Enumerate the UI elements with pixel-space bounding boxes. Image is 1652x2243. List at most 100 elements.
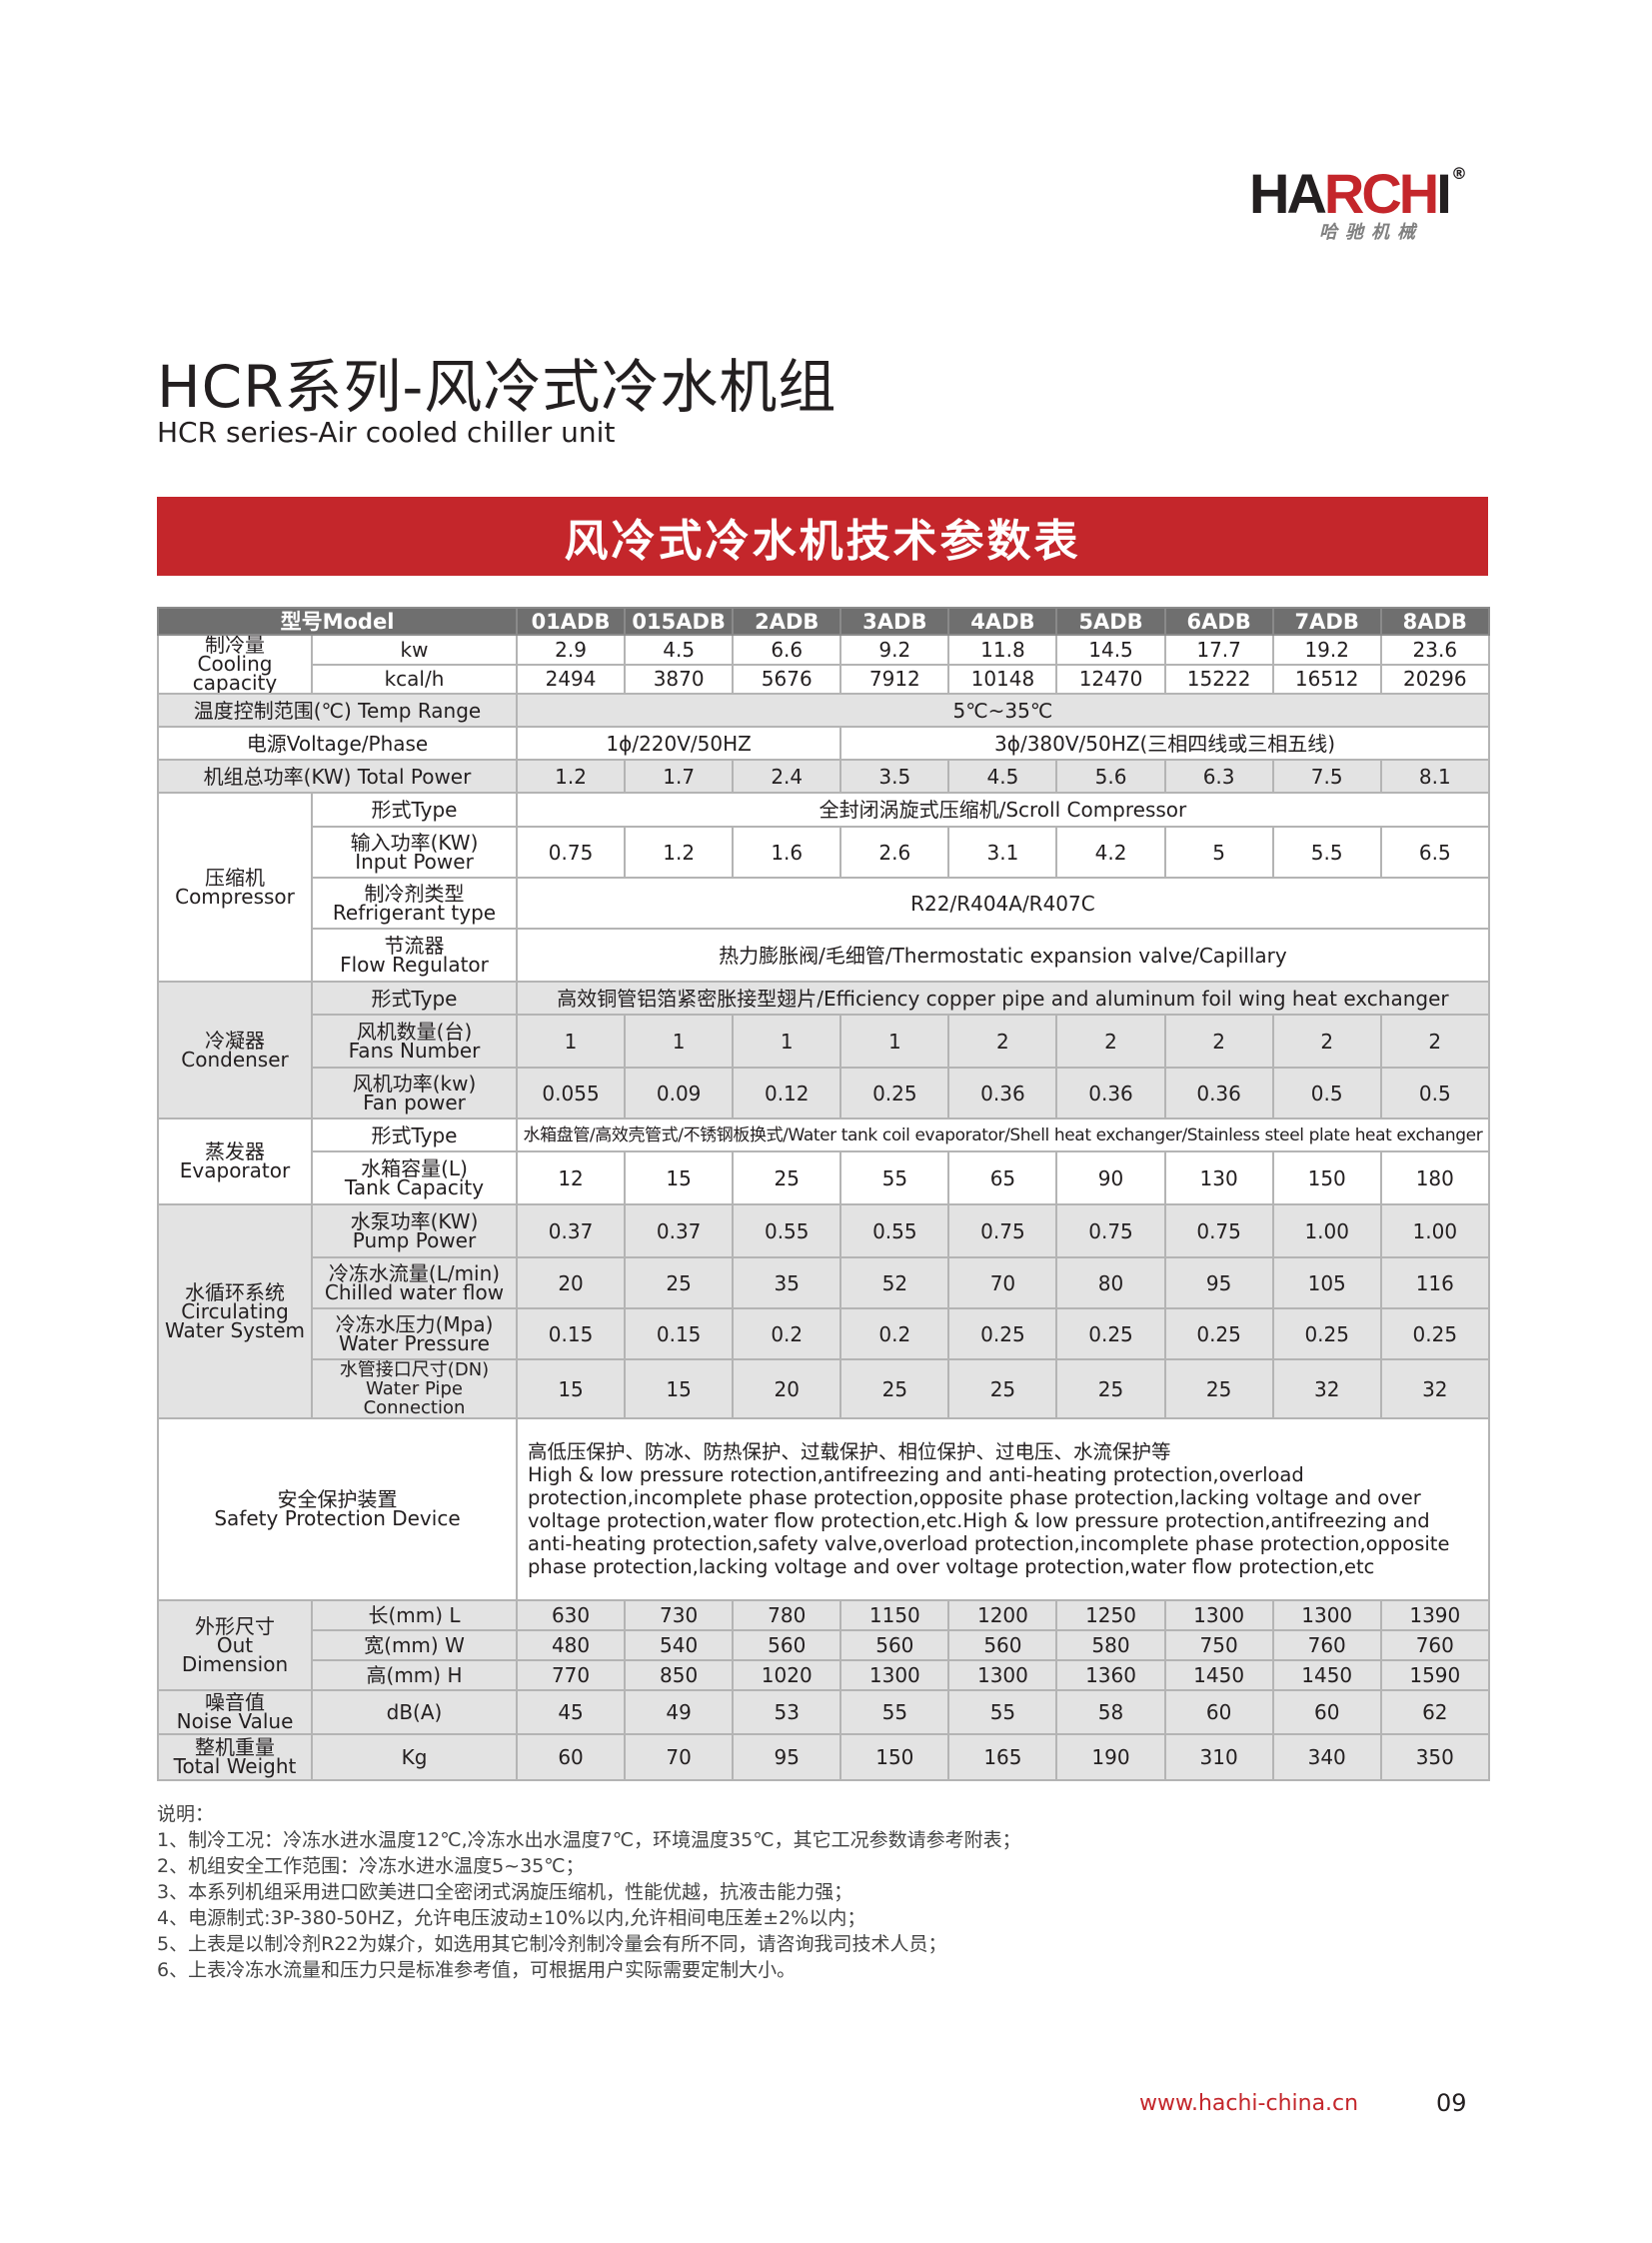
- logo-text: I: [1436, 162, 1451, 225]
- table-row: 冷冻水流量(L/min) Chilled water flow 20 25 35 52 70…: [158, 1256, 1490, 1309]
- fans-number-label: 风机数量(台) Fans Number: [311, 1014, 518, 1069]
- weight-cell: 340: [1271, 1733, 1382, 1781]
- evaporator-type-label: 形式Type: [311, 1118, 518, 1152]
- condenser-label-line: Condenser: [181, 1047, 289, 1072]
- voltage-single-phase: 1ϕ/220V/50HZ: [515, 726, 842, 761]
- tank-capacity-cell: 25: [732, 1150, 842, 1205]
- safety-device-text-line: 高低压保护、防冰、防热保护、过载保护、相位保护、过电压、水流保护等: [528, 1440, 1171, 1463]
- length-cell: 1300: [1271, 1599, 1382, 1631]
- width-label: 宽(mm) W: [311, 1629, 518, 1661]
- fan-power-label-line: 风机功率(kw): [352, 1071, 477, 1096]
- noise-label: 噪音值 Noise Value: [157, 1689, 313, 1735]
- tank-capacity-cell: 55: [839, 1150, 950, 1205]
- dimension-label: 外形尺寸 Out Dimension: [157, 1599, 313, 1691]
- logo-text: HA: [1249, 162, 1327, 225]
- water-system-label-line: 水循环系统: [185, 1279, 285, 1304]
- noise-label-line: 噪音值: [205, 1690, 265, 1714]
- length-cell: 1200: [947, 1599, 1058, 1631]
- condenser-label: 冷凝器 Condenser: [157, 981, 313, 1120]
- length-cell: 1250: [1055, 1599, 1166, 1631]
- total-power-label: 机组总功率(KW) Total Power: [157, 759, 518, 794]
- chilled-flow-label-line: 冷冻水流量(L/min): [328, 1260, 501, 1285]
- pipe-connection-cell: 20: [732, 1358, 842, 1419]
- noise-unit: dB(A): [311, 1689, 518, 1735]
- pipe-connection-cell: 25: [947, 1358, 1058, 1419]
- input-power-cell: 5: [1163, 826, 1274, 879]
- cooling-kw-cell: 23.6: [1379, 634, 1490, 666]
- noise-cell: 60: [1163, 1689, 1274, 1735]
- total-power-cell: 8.1: [1379, 759, 1490, 794]
- water-pressure-label-line: Water Pressure: [339, 1330, 490, 1355]
- safety-device-text-line: High & low pressure rotection,antifreezi…: [528, 1463, 1450, 1578]
- table-row: 温度控制范围(℃) Temp Range 5℃~35℃: [157, 693, 1490, 728]
- length-cell: 1390: [1379, 1599, 1490, 1631]
- cooling-kcal-cell: 5676: [732, 663, 842, 695]
- total-power-cell: 6.3: [1163, 759, 1274, 794]
- height-cell: 1450: [1271, 1659, 1382, 1691]
- water-pressure-cell: 0.25: [1271, 1307, 1382, 1360]
- water-pressure-label: 冷冻水压力(Mpa) Water Pressure: [311, 1307, 518, 1360]
- chilled-flow-cell: 25: [624, 1256, 735, 1309]
- cooling-capacity-label: 制冷量 Cooling capacity: [157, 634, 313, 695]
- length-cell: 1150: [839, 1599, 950, 1631]
- refrigerant-label-line: 制冷剂类型: [364, 881, 465, 906]
- noise-cell: 55: [947, 1689, 1058, 1735]
- website-link[interactable]: www.hachi-china.cn: [1139, 2091, 1359, 2116]
- pump-power-label-line: Pump Power: [352, 1227, 477, 1252]
- tank-capacity-cell: 12: [515, 1150, 627, 1205]
- refrigerant-label: 制冷剂类型 Refrigerant type: [311, 877, 518, 930]
- harchi-logo: HARCHI ® 哈驰机械: [1249, 164, 1469, 243]
- note-item: 3、本系列机组采用进口欧美进口全密闭式涡旋压缩机，性能优越，抗液击能力强；: [157, 1881, 853, 1903]
- flow-regulator-label-line: 节流器: [384, 933, 445, 958]
- fan-power-cell: 0.09: [624, 1067, 735, 1120]
- table-row: 水循环系统 Circulating Water System 水泵功率(KW) Pump…: [157, 1203, 1490, 1419]
- table-row: 电源Voltage/Phase 1ϕ/220V/50HZ 3ϕ/380V/50HZ(…: [157, 726, 1490, 761]
- total-power-cell: 1.7: [624, 759, 735, 794]
- water-pressure-cell: 0.15: [515, 1307, 627, 1360]
- width-cell: 760: [1379, 1629, 1490, 1661]
- dimension-label-line: Out Dimension: [181, 1632, 289, 1676]
- fans-number-cell: 1: [839, 1014, 950, 1069]
- weight-cell: 95: [732, 1733, 842, 1781]
- safety-device-text: 高低压保护、防冰、防热保护、过载保护、相位保护、过电压、水流保护等 High & …: [516, 1417, 1490, 1601]
- fans-number-cell: 1: [515, 1014, 627, 1069]
- weight-cell: 70: [624, 1733, 735, 1781]
- fans-number-cell: 2: [1163, 1014, 1274, 1069]
- refrigerant-value: R22/R404A/R407C: [516, 877, 1490, 930]
- fan-power-cell: 0.12: [732, 1067, 842, 1120]
- chilled-flow-label-line: Chilled water flow: [324, 1279, 505, 1304]
- cooling-capacity-label-line: Cooling capacity: [192, 652, 278, 694]
- note-item: 4、电源制式:3P-380-50HZ，允许电压波动±10%以内,允许相间电压差±…: [157, 1907, 866, 1929]
- notes: 说明： 1、制冷工况：冷冻水进水温度12℃,冷冻水出水温度7℃，环境温度35℃，…: [157, 1801, 1021, 1983]
- tank-capacity-cell: 15: [624, 1150, 735, 1205]
- flow-regulator-value: 热力膨胀阀/毛细管/Thermostatic expansion valve/C…: [516, 928, 1490, 983]
- tank-capacity-label: 水箱容量(L) Tank Capacity: [311, 1150, 518, 1205]
- pump-power-cell: 0.75: [1055, 1203, 1166, 1258]
- height-cell: 1300: [947, 1659, 1058, 1691]
- pipe-connection-cell: 25: [1163, 1358, 1274, 1419]
- weight-cell: 310: [1163, 1733, 1274, 1781]
- pipe-connection-cell: 25: [1055, 1358, 1166, 1419]
- logo-chinese: 哈驰机械: [1319, 222, 1423, 243]
- input-power-label-line: Input Power: [355, 849, 474, 874]
- table-row: 制冷量 Cooling capacity kw 2.9 4.5 6.6 9.2 11.8 14.…: [157, 634, 1490, 695]
- pump-power-cell: 1.00: [1271, 1203, 1382, 1258]
- cooling-kcal-cell: 15222: [1163, 663, 1274, 695]
- cooling-kw-cell: 6.6: [732, 634, 842, 666]
- input-power-cell: 2.6: [839, 826, 950, 879]
- pipe-connection-cell: 32: [1379, 1358, 1490, 1419]
- fans-number-cell: 2: [1271, 1014, 1382, 1069]
- chilled-flow-cell: 116: [1379, 1256, 1490, 1309]
- weight-cell: 150: [839, 1733, 950, 1781]
- condenser-type-label: 形式Type: [311, 981, 518, 1016]
- pump-power-cell: 0.55: [732, 1203, 842, 1258]
- fans-number-label-line: Fans Number: [348, 1038, 481, 1063]
- width-cell: 560: [947, 1629, 1058, 1661]
- table-row: 冷冻水压力(Mpa) Water Pressure 0.15 0.15 0.2 0.2 0.…: [158, 1307, 1490, 1360]
- weight-cell: 60: [515, 1733, 627, 1781]
- model-header: 型号Model: [157, 607, 518, 636]
- water-system-label-line: Circulating: [181, 1298, 289, 1323]
- tank-capacity-cell: 180: [1379, 1150, 1490, 1205]
- table-row: 蒸发器 Evaporator 形式Type 水箱盘管/高效壳管式/不锈钢板换式/Wat…: [157, 1118, 1490, 1205]
- chilled-flow-cell: 70: [947, 1256, 1058, 1309]
